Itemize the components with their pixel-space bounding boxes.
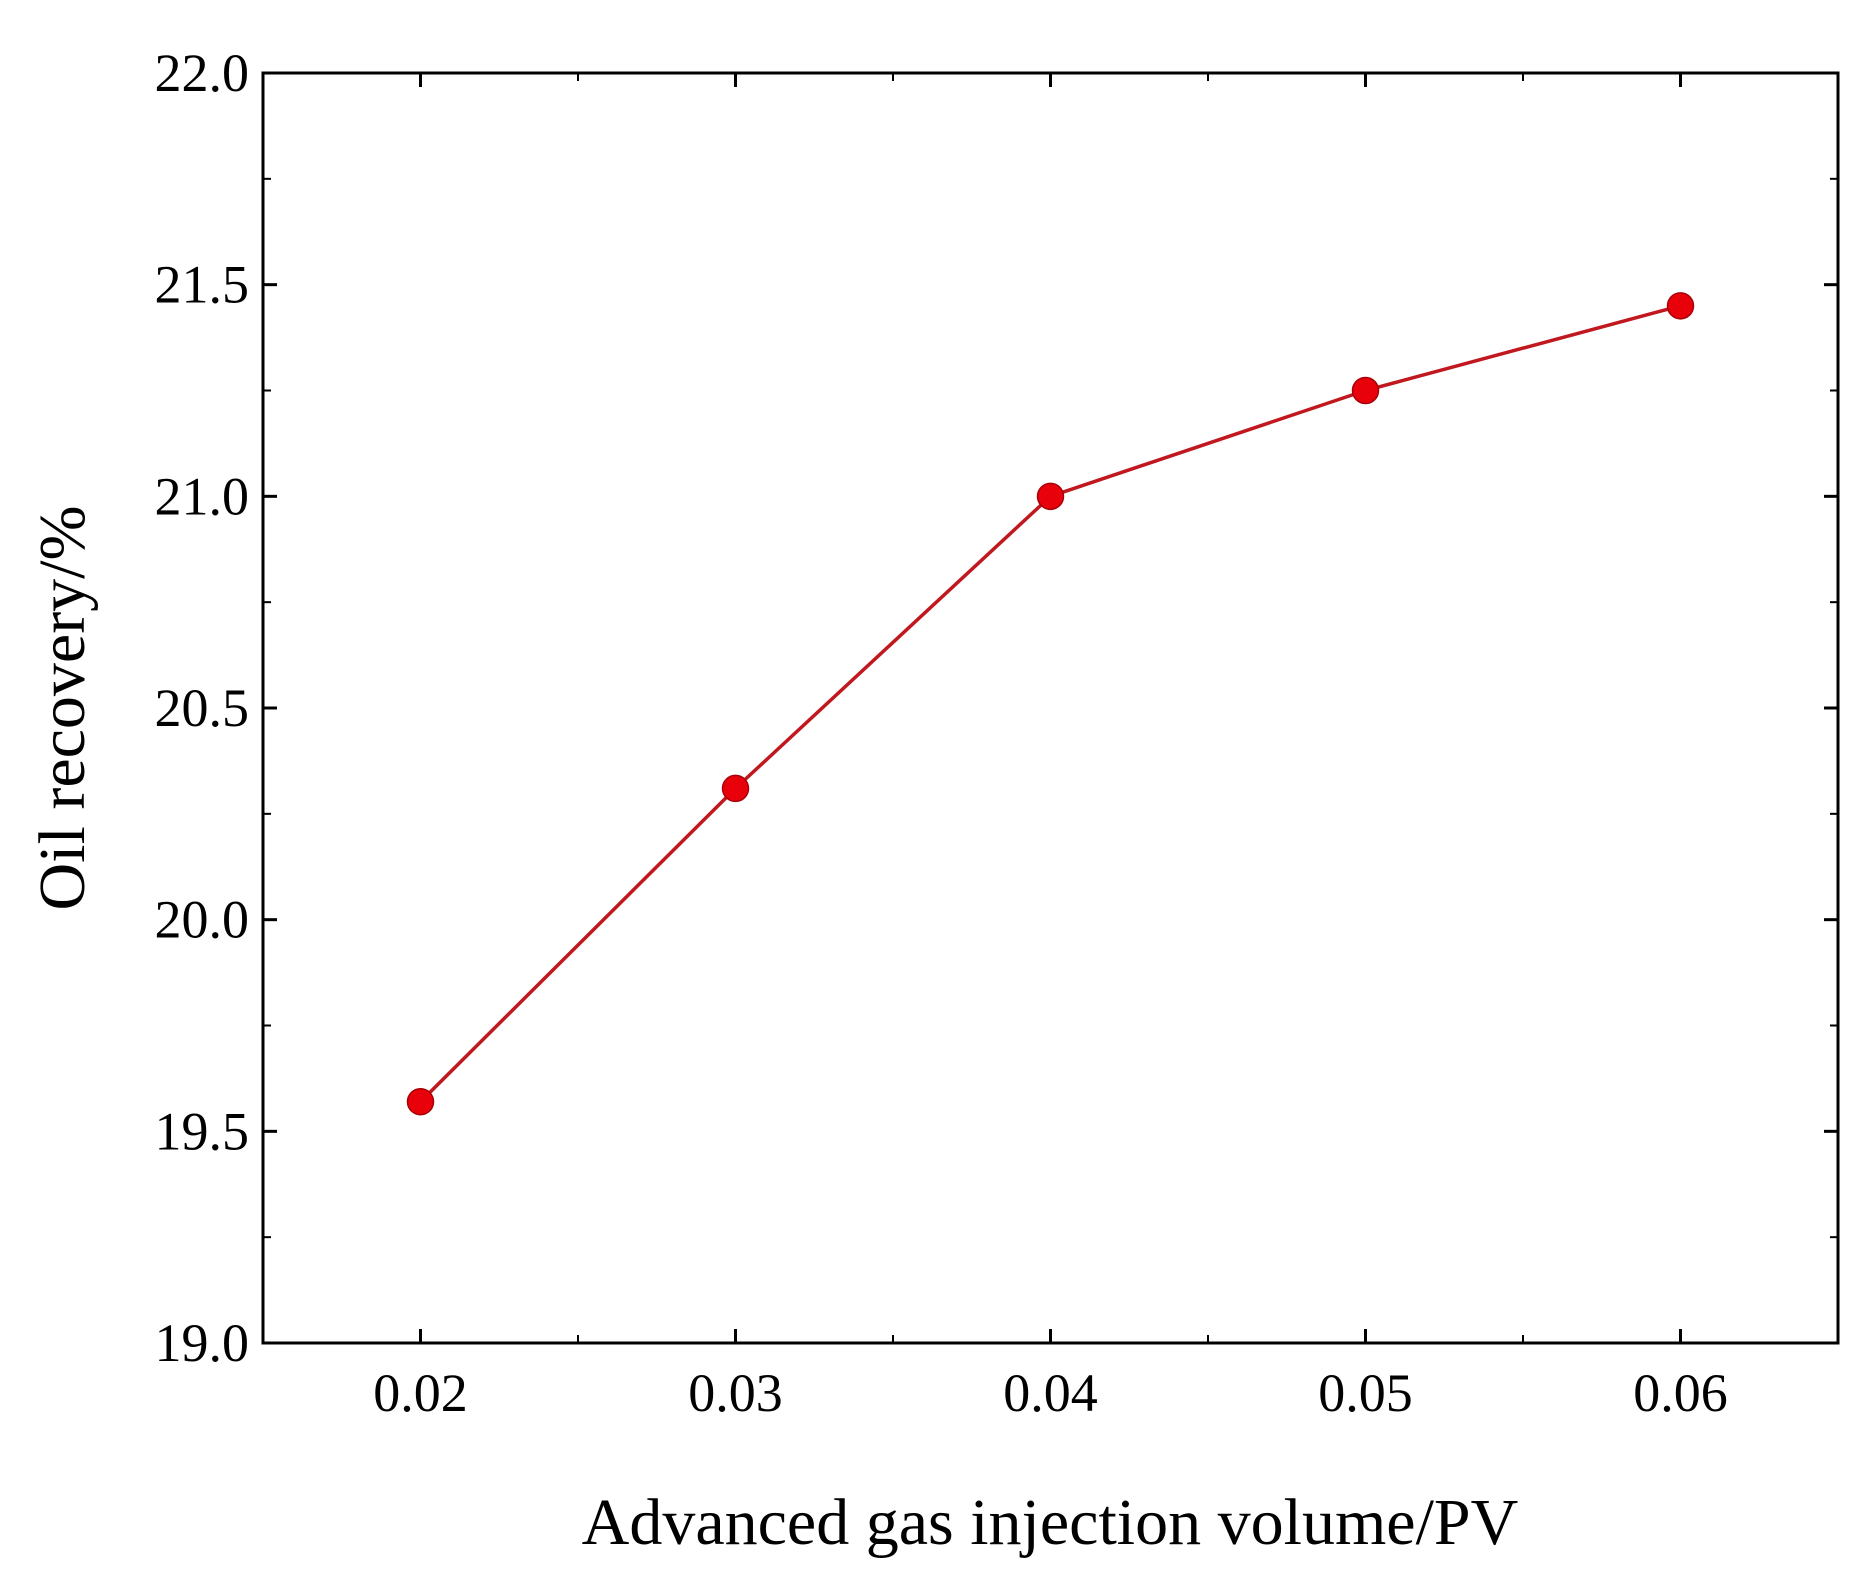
y-tick-label: 21.0: [155, 466, 250, 526]
x-tick-label: 0.02: [373, 1363, 468, 1423]
x-tick-label: 0.03: [688, 1363, 783, 1423]
data-point: [1666, 292, 1695, 320]
plot-frame: [261, 71, 1840, 1345]
y-axis-title: Oil recovery/%: [26, 506, 99, 911]
x-axis-title: Advanced gas injection volume/PV: [582, 1486, 1519, 1559]
series-layer: [406, 292, 1695, 1116]
y-axis-ticks: 19.0 19.5 20.0 20.5 21.0 21.5 22.0: [155, 43, 1838, 1373]
y-tick-label: 19.0: [155, 1313, 250, 1373]
y-tick-label: 21.5: [155, 255, 250, 315]
x-tick-label: 0.04: [1003, 1363, 1098, 1423]
x-tick-label: 0.06: [1633, 1363, 1728, 1423]
y-tick-label: 20.5: [155, 678, 250, 738]
y-tick-label: 20.0: [155, 890, 250, 950]
data-point: [406, 1087, 435, 1116]
data-point: [1036, 482, 1065, 511]
data-point: [721, 774, 750, 803]
x-axis-ticks: 0.02 0.03 0.04 0.05 0.06: [262, 73, 1728, 1423]
data-point: [1351, 376, 1380, 405]
y-tick-label: 22.0: [155, 43, 250, 103]
x-tick-label: 0.05: [1318, 1363, 1413, 1423]
y-tick-label: 19.5: [155, 1101, 250, 1161]
series-line: [419, 304, 1681, 1103]
